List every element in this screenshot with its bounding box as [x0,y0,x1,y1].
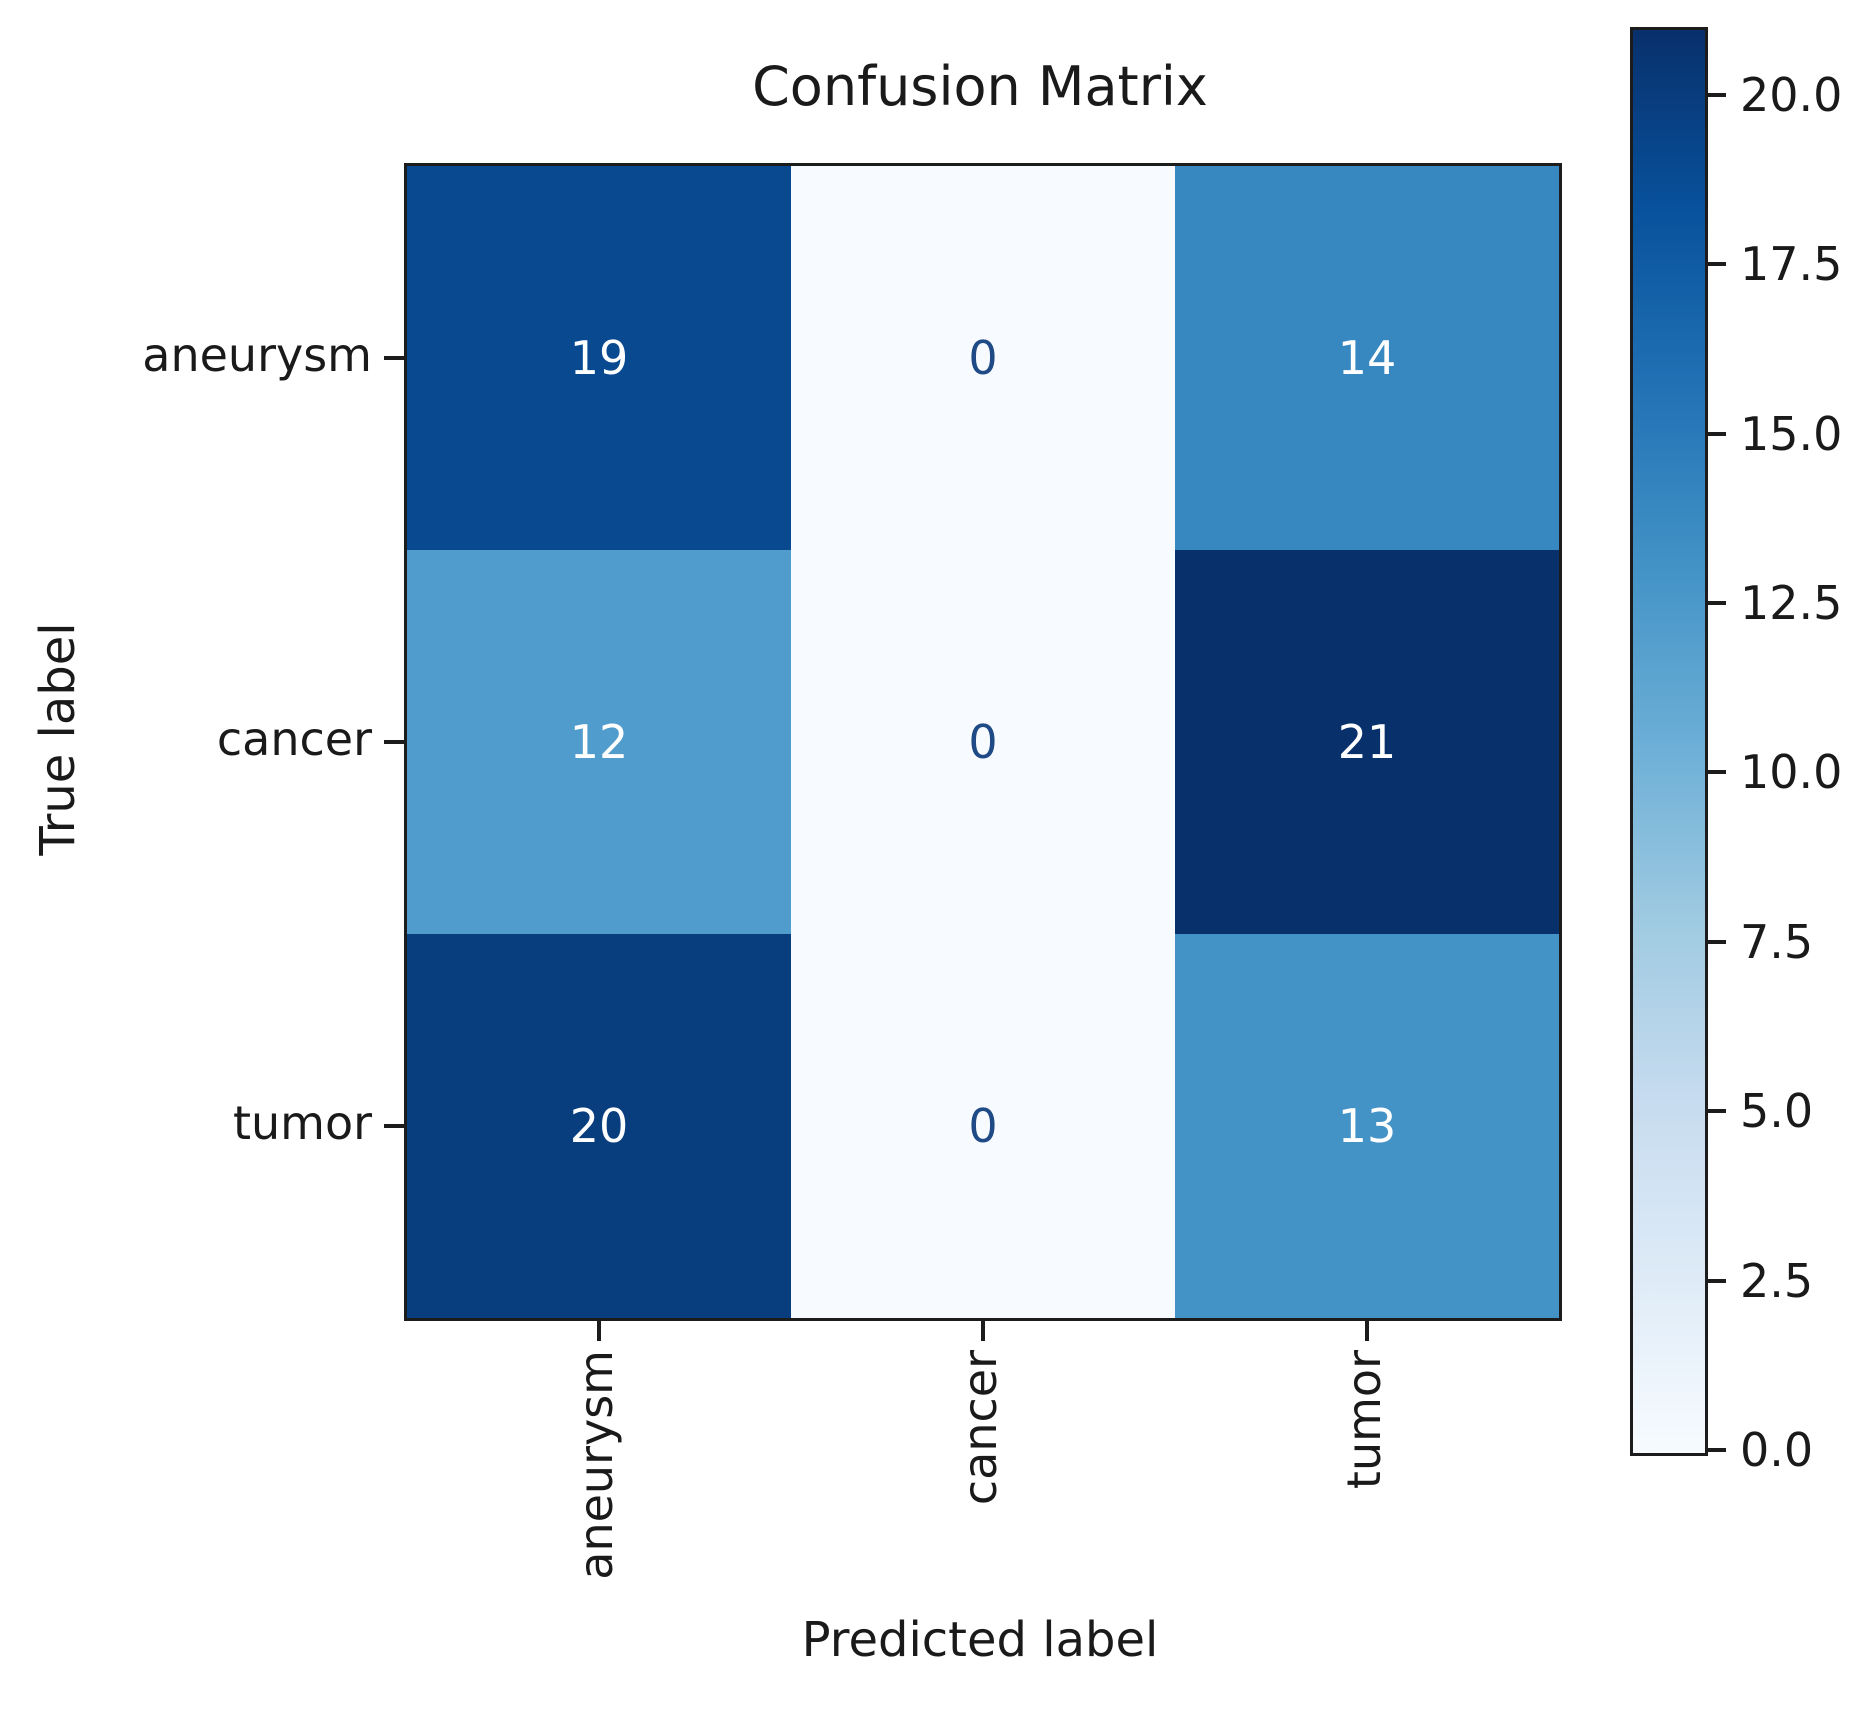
heatmap-cell-tumor-aneurysm: 20 [407,934,791,1318]
heatmap-cell-tumor-cancer: 0 [791,934,1175,1318]
heatmap-cell-aneurysm-aneurysm: 19 [407,166,791,550]
colorbar-tick-label-0.0: 0.0 [1740,1423,1814,1477]
colorbar-tick-mark [1708,92,1726,97]
colorbar-tick-mark [1708,939,1726,944]
colorbar-tick-label-2.5: 2.5 [1740,1253,1814,1308]
x-tick-mark [981,1321,985,1341]
heatmap-cell-cancer-aneurysm: 12 [407,550,791,934]
colorbar-tick-label-17.5: 17.5 [1740,237,1843,292]
colorbar-tick-mark [1708,1109,1726,1114]
y-tick-mark [384,356,404,360]
colorbar-tick-label-10.0: 10.0 [1740,745,1843,800]
colorbar-tick-label-15.0: 15.0 [1740,406,1843,461]
colorbar-tick-mark [1708,600,1726,605]
y-tick-label-cancer: cancer [216,712,372,766]
heatmap-axes: 19 0 14 12 0 21 20 0 13 [384,163,1562,1341]
x-tick-label-tumor: tumor [1337,1350,1391,1490]
y-tick-label-tumor: tumor [232,1096,372,1150]
y-tick-label-aneurysm: aneurysm [142,328,372,382]
colorbar-tick-mark [1708,262,1726,267]
heatmap-cell-cancer-tumor: 21 [1175,550,1559,934]
colorbar-tick-label-20.0: 20.0 [1740,67,1843,122]
heatmap-cell-cancer-cancer: 0 [791,550,1175,934]
colorbar-tick-mark [1708,1448,1726,1452]
colorbar-tick-mark [1708,431,1726,436]
colorbar-tick-label-12.5: 12.5 [1740,575,1843,630]
heatmap-grid: 19 0 14 12 0 21 20 0 13 [407,166,1559,1318]
cell-value: 0 [968,1099,998,1153]
colorbar [1630,27,1708,1456]
cell-value: 21 [1337,715,1397,769]
cell-value: 14 [1337,331,1397,385]
chart-title: Confusion Matrix [752,55,1208,118]
x-tick-mark [1365,1321,1369,1341]
heatmap-cell-aneurysm-cancer: 0 [791,166,1175,550]
heatmap-cell-aneurysm-tumor: 14 [1175,166,1559,550]
cell-value: 13 [1337,1099,1397,1153]
cell-value: 12 [569,715,629,769]
cell-value: 20 [569,1099,629,1153]
colorbar-tick-label-7.5: 7.5 [1740,914,1814,969]
x-tick-label-aneurysm: aneurysm [569,1350,623,1580]
y-tick-mark [384,740,404,744]
y-axis-label: True label [30,622,86,856]
cell-value: 0 [968,715,998,769]
x-tick-label-cancer: cancer [953,1350,1007,1506]
x-tick-mark [597,1321,601,1341]
x-axis-label: Predicted label [801,1612,1159,1668]
colorbar-tick-mark [1708,770,1726,775]
y-tick-mark [384,1124,404,1128]
cell-value: 19 [569,331,629,385]
colorbar-tick-mark [1708,1278,1726,1283]
colorbar-tick-label-5.0: 5.0 [1740,1084,1814,1139]
cell-value: 0 [968,331,998,385]
heatmap-cell-tumor-tumor: 13 [1175,934,1559,1318]
